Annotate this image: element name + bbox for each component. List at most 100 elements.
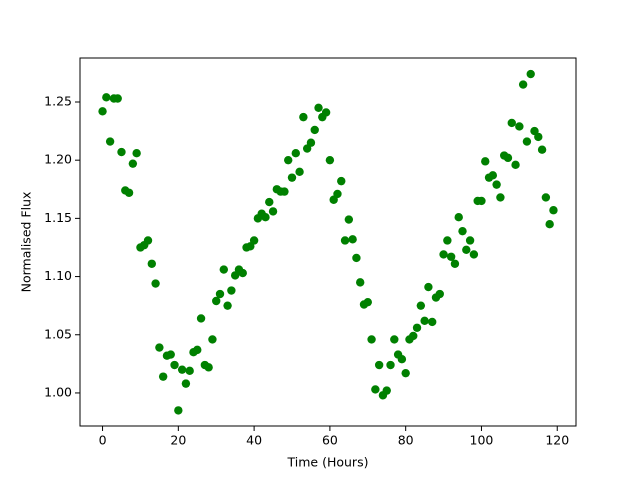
x-tick-label: 60 [322, 433, 338, 448]
point [443, 236, 452, 245]
point [420, 316, 429, 325]
x-axis-label: Time (Hours) [287, 455, 369, 470]
x-tick-label: 100 [470, 433, 494, 448]
point [352, 253, 361, 263]
point [128, 159, 138, 168]
point [158, 372, 168, 381]
point [518, 80, 528, 89]
point [295, 167, 304, 177]
y-tick-label: 1.05 [44, 326, 72, 341]
point [344, 215, 354, 224]
point [117, 147, 126, 157]
point [492, 180, 501, 189]
point [181, 379, 191, 388]
point [363, 297, 372, 307]
point [522, 137, 532, 146]
point [367, 335, 376, 344]
point [439, 250, 448, 259]
point [545, 219, 554, 229]
point [113, 94, 122, 103]
point [280, 187, 289, 196]
point [450, 259, 460, 268]
point [306, 138, 316, 147]
x-tick-label: 20 [170, 433, 186, 448]
point [265, 197, 274, 207]
point [174, 406, 183, 415]
point [196, 314, 206, 323]
point [458, 226, 467, 236]
x-tick-label: 40 [246, 433, 262, 448]
y-tick-label: 1.00 [44, 384, 72, 399]
point [132, 149, 141, 158]
point [177, 365, 187, 374]
point [371, 385, 380, 394]
point [469, 250, 479, 259]
point [390, 335, 399, 344]
point [291, 149, 300, 158]
point [333, 189, 342, 199]
point [454, 213, 463, 222]
point [314, 103, 323, 113]
point [249, 236, 259, 245]
point [481, 157, 490, 166]
point [356, 278, 365, 287]
point [261, 213, 270, 222]
point [215, 289, 225, 299]
point [268, 207, 278, 216]
point [227, 286, 236, 295]
point [166, 350, 175, 359]
point [374, 360, 384, 370]
point [416, 301, 426, 310]
point [462, 245, 471, 254]
point [488, 171, 498, 180]
point [212, 296, 221, 306]
point [238, 268, 247, 278]
point [284, 155, 293, 165]
point [549, 206, 558, 215]
point [382, 386, 391, 395]
point [348, 235, 357, 244]
point [446, 252, 456, 261]
point [401, 368, 410, 378]
point [219, 265, 228, 274]
point [412, 323, 422, 332]
point [435, 289, 444, 299]
point [496, 193, 505, 202]
point [477, 196, 486, 206]
point [321, 108, 331, 117]
point [299, 112, 308, 122]
point [151, 279, 160, 288]
x-tick-label: 120 [545, 433, 569, 448]
point [465, 236, 475, 245]
point [98, 107, 107, 116]
y-tick-label: 1.20 [44, 152, 72, 167]
point [124, 188, 134, 197]
point [507, 118, 516, 128]
y-axis-label: Normalised Flux [19, 192, 34, 293]
point [193, 345, 202, 355]
point [541, 193, 551, 202]
point [147, 259, 157, 268]
point [325, 155, 335, 165]
point [397, 354, 407, 364]
plot-frame [79, 57, 577, 427]
x-tick-label: 80 [398, 433, 414, 448]
point [170, 360, 179, 370]
point [428, 317, 437, 327]
y-tick-label: 1.15 [44, 210, 72, 225]
point [143, 236, 153, 245]
point [287, 173, 297, 182]
point [208, 335, 217, 344]
point [424, 282, 433, 292]
point [337, 176, 346, 186]
y-tick-label: 1.10 [44, 268, 72, 283]
point [105, 137, 115, 146]
point [386, 360, 395, 370]
point [526, 69, 535, 79]
point [102, 93, 111, 102]
y-tick-label: 1.25 [44, 93, 72, 108]
point [515, 122, 524, 131]
x-tick-label: 0 [99, 433, 107, 448]
point [155, 343, 164, 352]
